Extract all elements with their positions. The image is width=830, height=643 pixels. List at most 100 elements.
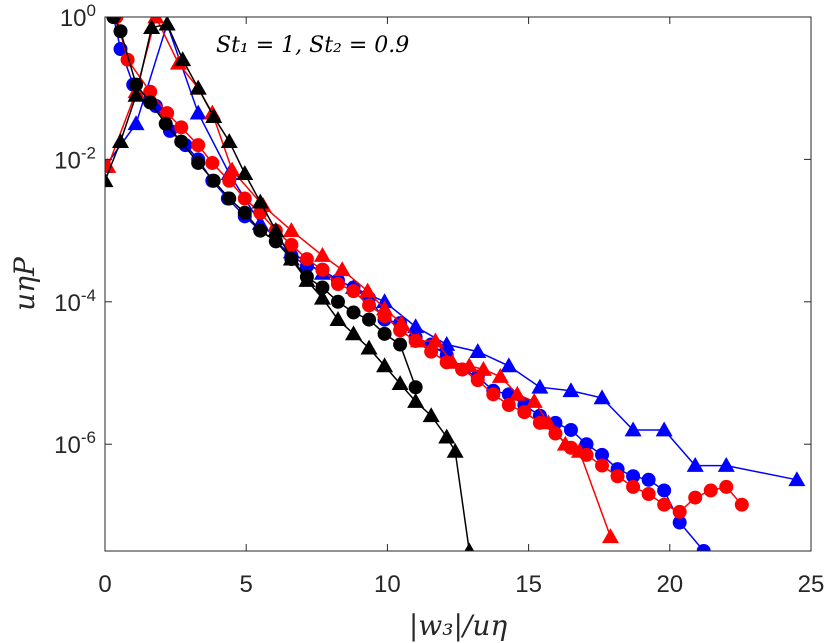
x-tick-label: 20 bbox=[656, 571, 683, 598]
data-point-triangle bbox=[717, 457, 735, 472]
data-point-triangle bbox=[474, 360, 492, 376]
data-point-circle bbox=[284, 237, 299, 252]
data-point-triangle bbox=[147, 17, 165, 24]
data-point-circle bbox=[268, 234, 283, 249]
data-point-circle bbox=[610, 469, 625, 484]
data-point-circle bbox=[191, 155, 206, 170]
data-point-circle bbox=[548, 426, 563, 441]
data-point-triangle bbox=[112, 133, 130, 148]
data-point-triangle bbox=[205, 108, 223, 124]
data-point-triangle bbox=[426, 332, 444, 348]
y-tick-label: 10-4 bbox=[54, 286, 96, 317]
y-tick-exponent: -4 bbox=[81, 286, 96, 305]
x-tick-label: 15 bbox=[515, 571, 542, 598]
data-point-triangle bbox=[593, 389, 611, 405]
data-point-triangle bbox=[531, 378, 549, 394]
data-point-circle bbox=[486, 387, 501, 402]
data-point-circle bbox=[455, 362, 470, 377]
data-point-circle bbox=[563, 422, 578, 437]
data-point-triangle bbox=[508, 385, 526, 401]
data-point-circle bbox=[696, 544, 711, 551]
data-point-circle bbox=[672, 515, 687, 530]
data-point-circle bbox=[174, 134, 189, 149]
data-point-circle bbox=[129, 77, 144, 92]
data-point-circle bbox=[408, 333, 423, 348]
data-point-triangle bbox=[464, 542, 475, 551]
data-point-circle bbox=[106, 17, 121, 24]
data-point-circle bbox=[158, 116, 173, 131]
data-point-circle bbox=[315, 262, 330, 277]
y-tick-exponent: 0 bbox=[87, 1, 96, 20]
data-point-triangle bbox=[469, 343, 487, 359]
data-point-circle bbox=[113, 24, 128, 39]
data-point-circle bbox=[579, 447, 594, 462]
data-point-circle bbox=[377, 326, 392, 341]
data-point-circle bbox=[362, 312, 377, 327]
data-point-triangle bbox=[105, 172, 114, 188]
data-point-triangle bbox=[313, 289, 331, 305]
data-point-triangle bbox=[251, 193, 269, 209]
data-point-circle bbox=[346, 305, 361, 320]
data-point-triangle bbox=[236, 165, 254, 181]
data-point-circle bbox=[362, 298, 377, 313]
series-black-circle bbox=[106, 17, 423, 395]
data-point-circle bbox=[595, 447, 610, 462]
data-point-triangle bbox=[491, 368, 509, 383]
data-point-triangle bbox=[438, 428, 456, 444]
y-tick-label: 10-6 bbox=[54, 428, 96, 459]
x-tick-label: 25 bbox=[798, 571, 825, 598]
data-point-circle bbox=[143, 95, 158, 110]
data-point-triangle bbox=[360, 339, 378, 355]
data-point-triangle bbox=[220, 133, 238, 148]
data-point-triangle bbox=[313, 247, 331, 262]
annotation-text: St₁ = 1, St₂ = 0.9 bbox=[216, 33, 409, 58]
data-point-circle bbox=[299, 252, 314, 267]
data-point-triangle bbox=[788, 471, 806, 487]
data-point-circle bbox=[120, 52, 135, 67]
data-point-triangle bbox=[282, 222, 300, 237]
data-point-triangle bbox=[686, 457, 704, 472]
data-point-triangle bbox=[333, 261, 351, 277]
data-point-circle bbox=[688, 490, 703, 505]
data-point-circle bbox=[595, 458, 610, 473]
data-point-triangle bbox=[158, 17, 176, 31]
y-tick-label: 10-2 bbox=[54, 143, 96, 174]
data-point-circle bbox=[237, 191, 252, 206]
data-point-triangle bbox=[446, 442, 464, 458]
data-point-circle bbox=[222, 191, 237, 206]
data-point-circle bbox=[206, 173, 221, 188]
data-point-triangle bbox=[127, 86, 145, 102]
data-point-circle bbox=[703, 483, 718, 498]
data-point-triangle bbox=[267, 222, 285, 237]
data-point-circle bbox=[299, 269, 314, 284]
y-tick-base: 10 bbox=[54, 290, 81, 317]
data-point-circle bbox=[253, 223, 268, 238]
data-point-circle bbox=[470, 373, 485, 388]
data-point-triangle bbox=[407, 318, 425, 334]
data-point-triangle bbox=[359, 282, 377, 298]
data-point-triangle bbox=[189, 104, 207, 120]
data-point-circle bbox=[626, 469, 641, 484]
data-point-triangle bbox=[189, 79, 207, 95]
data-point-circle bbox=[174, 120, 189, 135]
series-red-circle bbox=[109, 17, 749, 519]
data-point-circle bbox=[393, 323, 408, 338]
data-point-triangle bbox=[127, 115, 145, 131]
data-point-circle bbox=[579, 437, 594, 452]
data-point-triangle bbox=[601, 528, 619, 544]
data-point-circle bbox=[191, 138, 206, 153]
data-point-circle bbox=[563, 440, 578, 455]
data-point-circle bbox=[641, 472, 656, 487]
data-point-circle bbox=[205, 155, 220, 170]
data-point-circle bbox=[408, 380, 423, 395]
data-point-circle bbox=[330, 277, 345, 291]
series-line-blue-triangle bbox=[105, 21, 798, 481]
data-point-circle bbox=[424, 344, 439, 359]
data-point-triangle bbox=[329, 311, 347, 326]
data-point-circle bbox=[377, 309, 392, 324]
data-point-circle bbox=[222, 173, 237, 188]
x-axis-label: |w₃|/uη bbox=[409, 609, 508, 642]
y-tick-exponent: -2 bbox=[81, 143, 96, 162]
